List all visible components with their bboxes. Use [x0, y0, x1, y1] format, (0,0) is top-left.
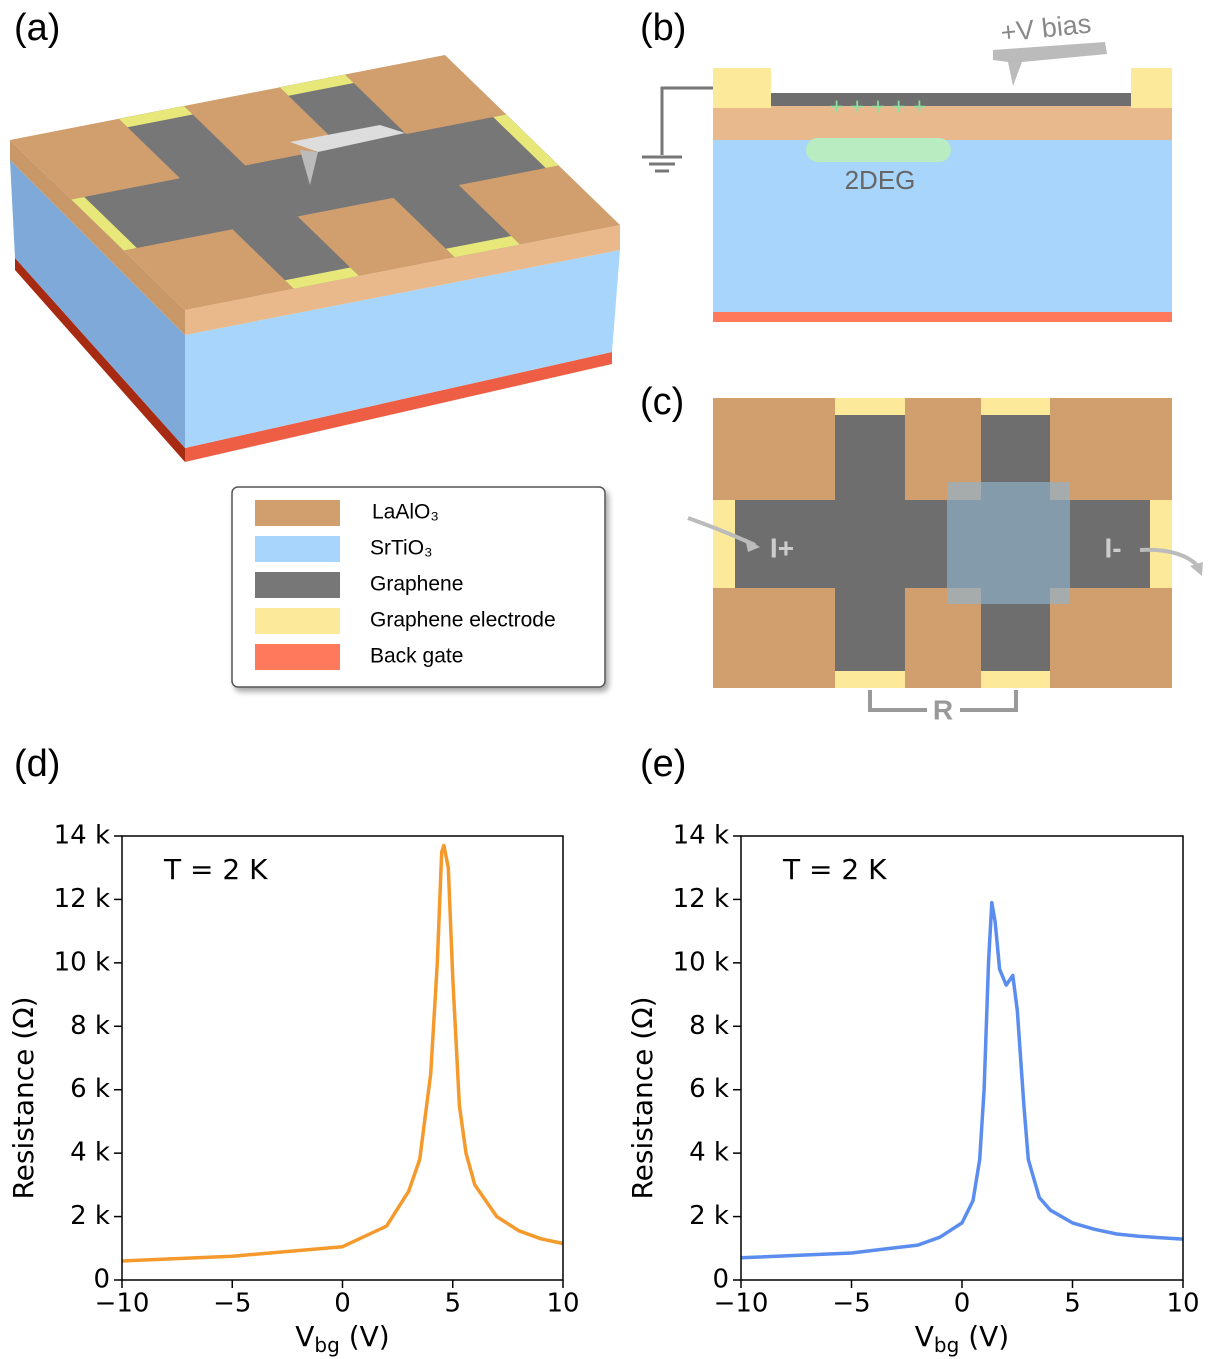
y-axis-label: Resistance (Ω) — [7, 996, 40, 1199]
panel-label: (b) — [640, 7, 686, 49]
y-tick-label: 14 k — [54, 821, 110, 851]
panel-label: (e) — [640, 743, 686, 785]
x-tick-label: −10 — [95, 1289, 150, 1319]
x-tick-label: 0 — [954, 1289, 971, 1319]
annotation: T = 2 K — [163, 853, 268, 886]
legend-label: Back gate — [370, 645, 463, 668]
plot-frame — [741, 836, 1183, 1280]
legend-label: SrTiO₃ — [370, 537, 433, 560]
y-tick-label: 6 k — [689, 1074, 729, 1104]
current-out-label: I- — [1104, 532, 1121, 563]
y-tick-label: 12 k — [54, 884, 110, 914]
x-tick-label: −5 — [213, 1289, 251, 1319]
legend: LaAlO₃ SrTiO₃ Graphene Graphene electrod… — [232, 487, 605, 687]
legend-label: Graphene — [370, 573, 463, 596]
legend-label: LaAlO₃ — [372, 501, 439, 524]
y-tick-label: 2 k — [689, 1201, 729, 1231]
x-axis-label-part: V — [915, 1320, 934, 1353]
charge-label: + + + + + — [830, 93, 927, 120]
x-tick-label: 10 — [546, 1289, 579, 1319]
x-tick-label: 5 — [444, 1289, 461, 1319]
bias-label: +V bias — [999, 8, 1092, 47]
x-tick-label: 0 — [334, 1289, 351, 1319]
cross-section: 2DEG + + + + + +V bias — [642, 8, 1172, 322]
y-tick-label: 14 k — [673, 821, 729, 851]
panel-label: (a) — [14, 7, 60, 49]
y-tick-label: 12 k — [673, 884, 729, 914]
figure: (a) (b) (c) (d) (e) LaAlO₃ SrTiO₃ Graphe… — [0, 0, 1217, 1359]
y-tick-label: 4 k — [689, 1138, 729, 1168]
x-axis-label-part: (V) — [959, 1320, 1009, 1353]
x-axis-label-part: V — [295, 1320, 314, 1353]
x-axis-label-part: bg — [934, 1333, 959, 1357]
x-tick-label: 5 — [1064, 1289, 1081, 1319]
device-3d — [10, 55, 620, 462]
y-tick-label: 4 k — [70, 1138, 110, 1168]
x-tick-label: −5 — [832, 1289, 870, 1319]
resistance-label: R — [933, 694, 953, 725]
annotation: T = 2 K — [782, 853, 887, 886]
panel-label: (c) — [640, 381, 684, 423]
y-tick-label: 10 k — [673, 947, 729, 977]
2deg-label: 2DEG — [845, 165, 916, 195]
current-in-label: I+ — [770, 532, 794, 563]
top-view: I+ I- R — [688, 398, 1203, 725]
y-tick-label: 8 k — [70, 1011, 110, 1041]
y-tick-label: 2 k — [70, 1201, 110, 1231]
x-tick-label: 10 — [1166, 1289, 1199, 1319]
panel-label: (d) — [14, 743, 60, 785]
x-axis-label-part: bg — [314, 1333, 339, 1357]
legend-label: Graphene electrode — [370, 609, 556, 632]
data-line — [741, 903, 1183, 1258]
y-tick-label: 8 k — [689, 1011, 729, 1041]
y-tick-label: 10 k — [54, 947, 110, 977]
x-tick-label: −10 — [714, 1289, 769, 1319]
y-tick-label: 6 k — [70, 1074, 110, 1104]
data-line — [122, 846, 563, 1262]
y-axis-label: Resistance (Ω) — [626, 996, 659, 1199]
x-axis-label: Vbg (V) — [295, 1320, 389, 1357]
x-axis-label: Vbg (V) — [915, 1320, 1009, 1357]
x-axis-label-part: (V) — [340, 1320, 390, 1353]
charts: 0 2 k 4 k 6 k 8 k 10 k 12 k 14 k −10 −5 0 5 10 T = 2 … — [7, 821, 1200, 1357]
plot-frame — [122, 836, 563, 1280]
